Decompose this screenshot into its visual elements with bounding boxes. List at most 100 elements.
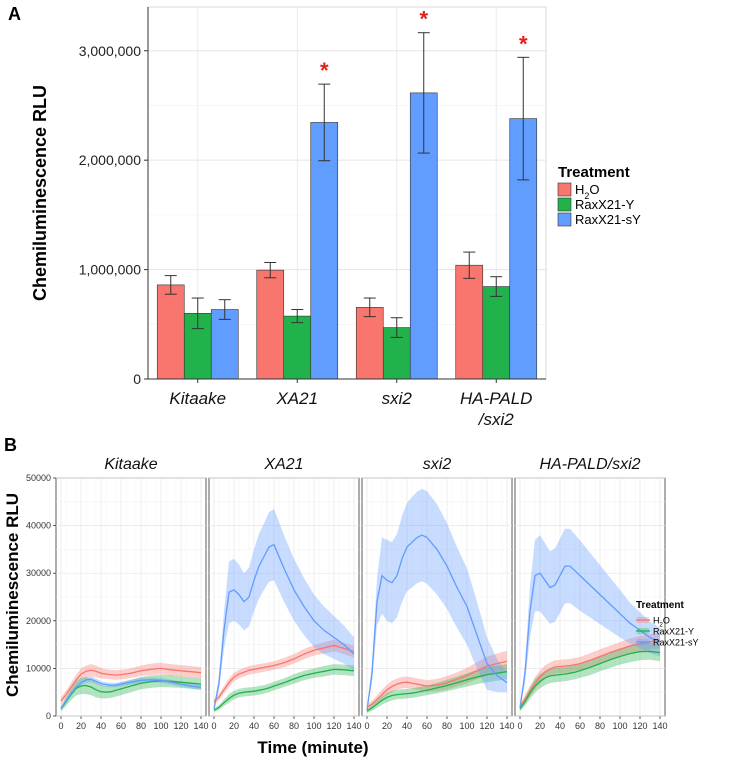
legend-entry-tail: O <box>589 182 599 197</box>
x-tick-label: 120 <box>479 721 494 731</box>
facet-1: 0 20 40 60 80 100 120 140 XA21 <box>208 456 362 731</box>
legend-entry-subscript: 2 <box>584 191 589 201</box>
x-tick-label: 20 <box>229 721 239 731</box>
x-tick-label: 80 <box>442 721 452 731</box>
x-tick-label: 80 <box>289 721 299 731</box>
legend-entry-main: RaxX21-sY <box>653 638 699 648</box>
legend-entry-main: RaxX21-sY <box>575 212 641 227</box>
y-tick-label: 40000 <box>26 521 51 531</box>
x-tick-label: 120 <box>632 721 647 731</box>
x-tick-label: 40 <box>96 721 106 731</box>
x-tick-label: 80 <box>595 721 605 731</box>
line-raxx21-y <box>213 668 355 711</box>
ribbon-raxx21-sy <box>520 528 660 710</box>
x-tick-label: 60 <box>269 721 279 731</box>
ribbon-h2o <box>520 633 660 710</box>
line-raxx21-sy <box>60 678 202 709</box>
x-tick-label: 100 <box>306 721 321 731</box>
line-raxx21-y <box>519 650 661 710</box>
x-tick-label: Kitaake <box>169 389 226 408</box>
panel-b-legend-title: Treatment <box>636 600 684 611</box>
x-tick-label: 0 <box>58 721 63 731</box>
x-tick-label: 100 <box>459 721 474 731</box>
bar-h2o-3 <box>455 264 484 380</box>
x-tick-label: 0 <box>364 721 369 731</box>
x-tick-label: 120 <box>173 721 188 731</box>
legend-key-band <box>637 639 649 645</box>
x-tick-label: 20 <box>535 721 545 731</box>
facet-0: 0 20 40 60 80 100 120 140 Kitaake <box>55 456 209 731</box>
ribbon-h2o <box>214 639 354 705</box>
legend-key-band <box>637 617 649 623</box>
legend-entry: H2O <box>575 182 600 201</box>
facet-title: sxi2 <box>423 456 452 473</box>
legend-entry: RaxX21-sY <box>575 212 641 227</box>
x-tick-label: 80 <box>136 721 146 731</box>
x-tick-label-line2: /sxi2 <box>478 410 515 429</box>
x-tick-label: 140 <box>193 721 208 731</box>
y-tick-label: 2,000,000 <box>79 152 141 168</box>
x-tick-label: 20 <box>76 721 86 731</box>
x-tick-label: 100 <box>153 721 168 731</box>
bar-raxx21-y-3 <box>482 286 511 380</box>
facet-2: 0 20 40 60 80 100 120 140 sxi2 <box>361 456 515 731</box>
x-tick-label: 60 <box>422 721 432 731</box>
x-tick-label: 100 <box>612 721 627 731</box>
x-tick-label: 40 <box>555 721 565 731</box>
facet-3: 0 20 40 60 80 100 120 140 HA-PALD/sxi2 <box>514 456 668 731</box>
ribbon-raxx21-sy <box>367 488 507 712</box>
legend-entry-subscript: 2 <box>660 623 664 629</box>
y-tick-label: 50000 <box>26 473 51 483</box>
y-tick-label: 0 <box>133 371 141 387</box>
legend-entry: H2O <box>653 616 670 629</box>
facet-title: HA-PALD/sxi2 <box>539 456 640 473</box>
line-raxx21-sy <box>366 534 508 711</box>
legend-key-band <box>637 628 649 634</box>
x-tick-label: 40 <box>249 721 259 731</box>
legend-entry-tail: O <box>663 616 670 626</box>
y-tick-label: 3,000,000 <box>79 43 141 59</box>
ribbon-raxx21-y <box>367 664 507 714</box>
line-h2o <box>60 667 202 702</box>
x-tick-label: 120 <box>326 721 341 731</box>
y-tick-label: 20000 <box>26 616 51 626</box>
line-h2o <box>366 660 508 708</box>
panel-a-label: A <box>8 4 21 24</box>
bar-h2o-0 <box>156 284 185 380</box>
y-tick-label: 30000 <box>26 568 51 578</box>
legend-entry: RaxX21-Y <box>653 627 694 637</box>
significance-star: * <box>320 58 329 83</box>
bar-h2o-1 <box>256 269 285 380</box>
line-raxx21-y <box>366 671 508 712</box>
legend-swatch <box>557 197 572 212</box>
ribbon-raxx21-y <box>61 674 201 712</box>
x-tick-label: 40 <box>402 721 412 731</box>
legend-entry-main: H <box>575 182 584 197</box>
legend-swatch <box>557 212 572 227</box>
legend-entry: RaxX21-sY <box>653 638 699 648</box>
x-tick-label: 60 <box>575 721 585 731</box>
x-tick-label: 0 <box>517 721 522 731</box>
line-raxx21-sy <box>519 565 661 708</box>
x-tick-label: HA-PALD <box>460 389 532 408</box>
y-tick-label: 10000 <box>26 663 51 673</box>
line-h2o <box>213 644 355 703</box>
facet-title: XA21 <box>263 456 303 473</box>
ribbon-h2o <box>61 662 201 705</box>
x-tick-label: 60 <box>116 721 126 731</box>
x-tick-label: 20 <box>382 721 392 731</box>
significance-star: * <box>419 7 428 32</box>
ribbon-h2o <box>367 650 507 711</box>
x-tick-label: 140 <box>499 721 514 731</box>
significance-star: * <box>519 31 528 56</box>
legend-swatch <box>557 182 572 197</box>
ribbon-raxx21-sy <box>214 508 354 711</box>
panel-b-label: B <box>4 435 17 455</box>
panel-b-y-axis-title: Chemiluminescence RLU <box>3 493 22 697</box>
bar-raxx21-sy-0 <box>210 309 239 380</box>
panel-b-y-axis: 0 10000 20000 30000 40000 50000 <box>26 473 56 721</box>
